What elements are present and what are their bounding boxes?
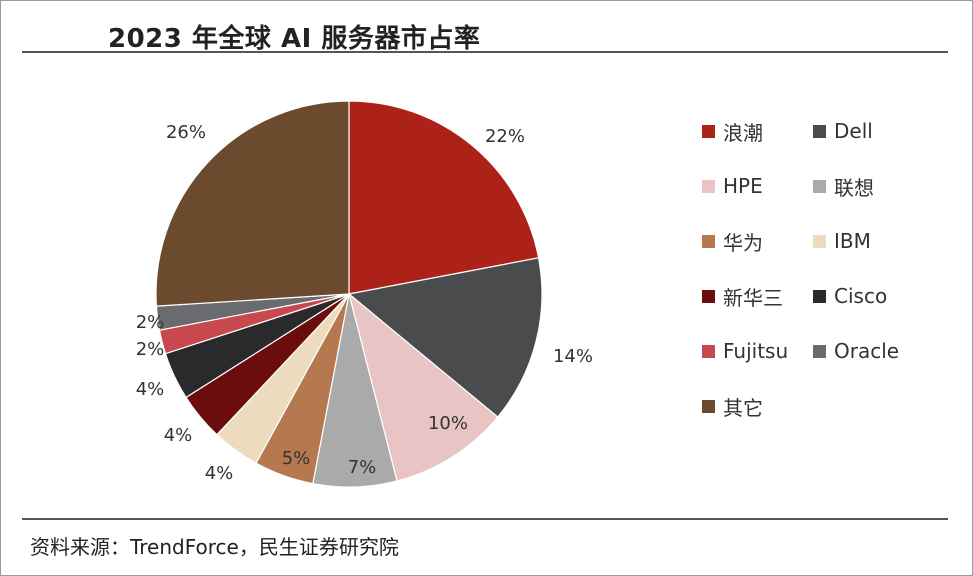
legend-swatch: [813, 344, 826, 358]
slice-value-label: 4%: [164, 425, 193, 446]
slice-value-label: 4%: [205, 463, 234, 484]
slice-value-label: 14%: [553, 346, 593, 367]
legend-item: HPE: [702, 173, 763, 199]
legend-swatch: [702, 399, 715, 413]
slice-value-label: 22%: [485, 126, 525, 147]
legend-swatch: [702, 179, 715, 193]
legend-swatch: [813, 124, 826, 138]
legend-swatch: [702, 289, 715, 303]
pie-slice: [155, 100, 350, 307]
pie-slice: [347, 257, 543, 418]
legend-swatch: [813, 234, 826, 248]
legend-item: 新华三: [702, 283, 783, 310]
slice-value-label: 2%: [136, 339, 165, 360]
slice-value-label: 10%: [428, 413, 468, 434]
legend-item: 其它: [702, 393, 763, 420]
legend-swatch: [813, 289, 826, 303]
legend-item: 联想: [813, 173, 874, 200]
legend-label: 华为: [723, 230, 763, 255]
title-divider: [22, 51, 948, 53]
legend-label: 新华三: [723, 285, 783, 310]
legend-swatch: [702, 124, 715, 138]
legend-swatch: [702, 234, 715, 248]
source-note: 资料来源：TrendForce，民生证券研究院: [30, 535, 399, 559]
legend-item: Cisco: [813, 283, 887, 309]
legend-label: Cisco: [834, 284, 888, 308]
source-divider: [22, 518, 948, 520]
legend-item: 华为: [702, 228, 763, 255]
legend-label: 浪潮: [723, 120, 763, 145]
legend-label: 其它: [723, 395, 763, 420]
legend-swatch: [813, 179, 826, 193]
pie-slice: [347, 292, 499, 482]
legend-label: Fujitsu: [723, 339, 789, 363]
legend-label: Dell: [834, 119, 873, 143]
pie-slice: [348, 100, 540, 295]
legend-item: Dell: [813, 118, 873, 144]
chart-title: 2023 年全球 AI 服务器市占率: [108, 24, 481, 54]
legend-item: Fujitsu: [702, 338, 788, 364]
legend-item: Oracle: [813, 338, 899, 364]
legend-label: 联想: [834, 175, 874, 200]
legend-label: HPE: [723, 174, 763, 198]
slice-value-label: 2%: [136, 312, 165, 333]
legend-label: IBM: [834, 229, 871, 253]
slice-value-label: 5%: [282, 448, 311, 469]
slice-value-label: 26%: [166, 122, 206, 143]
slice-value-label: 4%: [136, 379, 165, 400]
legend-item: IBM: [813, 228, 871, 254]
slice-value-label: 7%: [348, 457, 377, 478]
legend-swatch: [702, 344, 715, 358]
legend-label: Oracle: [834, 339, 900, 363]
legend-item: 浪潮: [702, 118, 763, 145]
